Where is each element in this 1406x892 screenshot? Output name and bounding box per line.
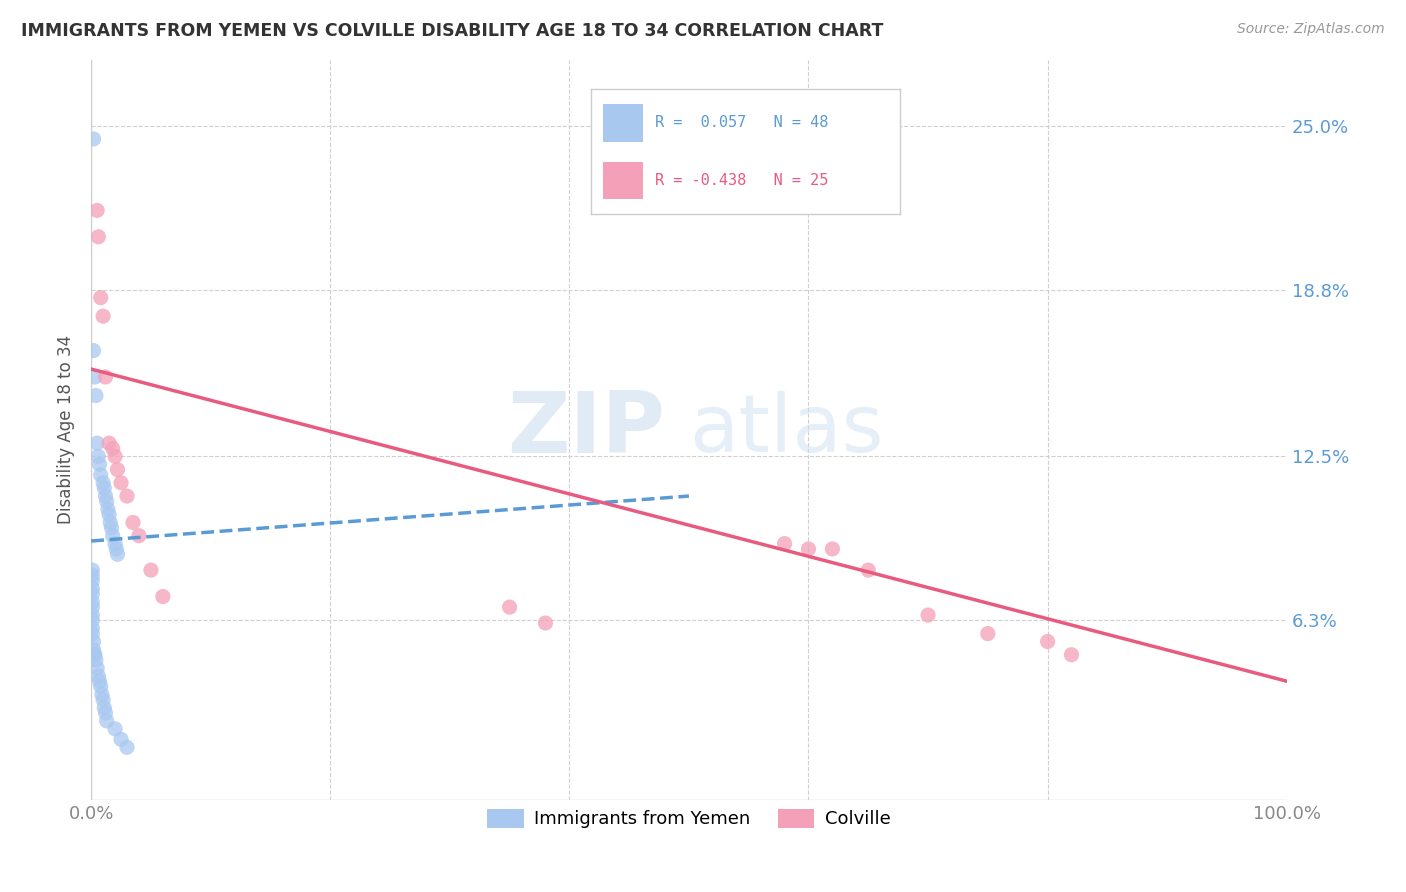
- Point: [83, 642, 105, 657]
- Point: [87, 669, 110, 683]
- Point: [90, 680, 112, 694]
- Point: [82, 600, 104, 615]
- Point: [797, 541, 820, 556]
- Point: [96, 714, 118, 728]
- Point: [917, 608, 939, 623]
- Point: [83, 370, 105, 384]
- Point: [82, 587, 104, 601]
- Point: [821, 541, 844, 556]
- Point: [104, 722, 127, 736]
- Point: [83, 132, 105, 146]
- Point: [89, 674, 111, 689]
- Point: [98, 436, 121, 450]
- Point: [98, 508, 121, 522]
- Point: [122, 516, 145, 530]
- Point: [83, 343, 105, 358]
- Point: [94, 706, 117, 720]
- FancyBboxPatch shape: [603, 104, 643, 142]
- Text: atlas: atlas: [689, 391, 883, 469]
- Point: [82, 582, 104, 596]
- Point: [101, 529, 124, 543]
- Point: [83, 634, 105, 648]
- Point: [110, 732, 132, 747]
- Point: [82, 626, 104, 640]
- Point: [82, 574, 104, 588]
- Point: [86, 436, 108, 450]
- Point: [89, 458, 111, 472]
- Point: [534, 615, 557, 630]
- Y-axis label: Disability Age 18 to 34: Disability Age 18 to 34: [58, 335, 75, 524]
- Point: [87, 450, 110, 464]
- Point: [90, 467, 112, 482]
- Point: [82, 595, 104, 609]
- Point: [83, 648, 105, 662]
- Point: [90, 291, 112, 305]
- Point: [139, 563, 162, 577]
- Point: [87, 229, 110, 244]
- Point: [94, 489, 117, 503]
- Point: [91, 475, 114, 490]
- Point: [93, 481, 115, 495]
- Point: [86, 661, 108, 675]
- Point: [83, 648, 105, 662]
- Point: [82, 621, 104, 635]
- Point: [96, 494, 118, 508]
- Text: R =  0.057   N = 48: R = 0.057 N = 48: [655, 115, 830, 130]
- Point: [84, 653, 107, 667]
- Point: [105, 541, 128, 556]
- Point: [1060, 648, 1083, 662]
- Point: [84, 388, 107, 402]
- Point: [110, 475, 132, 490]
- Point: [1036, 634, 1059, 648]
- Point: [82, 568, 104, 582]
- Text: IMMIGRANTS FROM YEMEN VS COLVILLE DISABILITY AGE 18 TO 34 CORRELATION CHART: IMMIGRANTS FROM YEMEN VS COLVILLE DISABI…: [21, 22, 883, 40]
- Point: [977, 626, 1000, 640]
- Point: [152, 590, 174, 604]
- Text: Source: ZipAtlas.com: Source: ZipAtlas.com: [1237, 22, 1385, 37]
- Point: [115, 740, 138, 755]
- Point: [858, 563, 880, 577]
- Point: [94, 370, 117, 384]
- Point: [93, 700, 115, 714]
- Point: [107, 462, 129, 476]
- Point: [128, 529, 150, 543]
- Point: [115, 489, 138, 503]
- Point: [97, 502, 120, 516]
- Text: R = -0.438   N = 25: R = -0.438 N = 25: [655, 173, 830, 188]
- Point: [86, 203, 108, 218]
- Point: [104, 536, 127, 550]
- Point: [82, 563, 104, 577]
- Point: [91, 692, 114, 706]
- Point: [107, 547, 129, 561]
- Point: [98, 516, 121, 530]
- Point: [101, 442, 124, 456]
- Point: [498, 600, 520, 615]
- Point: [90, 687, 112, 701]
- Text: ZIP: ZIP: [508, 388, 665, 471]
- FancyBboxPatch shape: [603, 161, 643, 199]
- Point: [91, 309, 114, 323]
- Point: [104, 450, 127, 464]
- Point: [82, 613, 104, 627]
- Point: [773, 536, 796, 550]
- Point: [100, 521, 122, 535]
- Legend: Immigrants from Yemen, Colville: Immigrants from Yemen, Colville: [481, 802, 897, 836]
- Point: [82, 608, 104, 623]
